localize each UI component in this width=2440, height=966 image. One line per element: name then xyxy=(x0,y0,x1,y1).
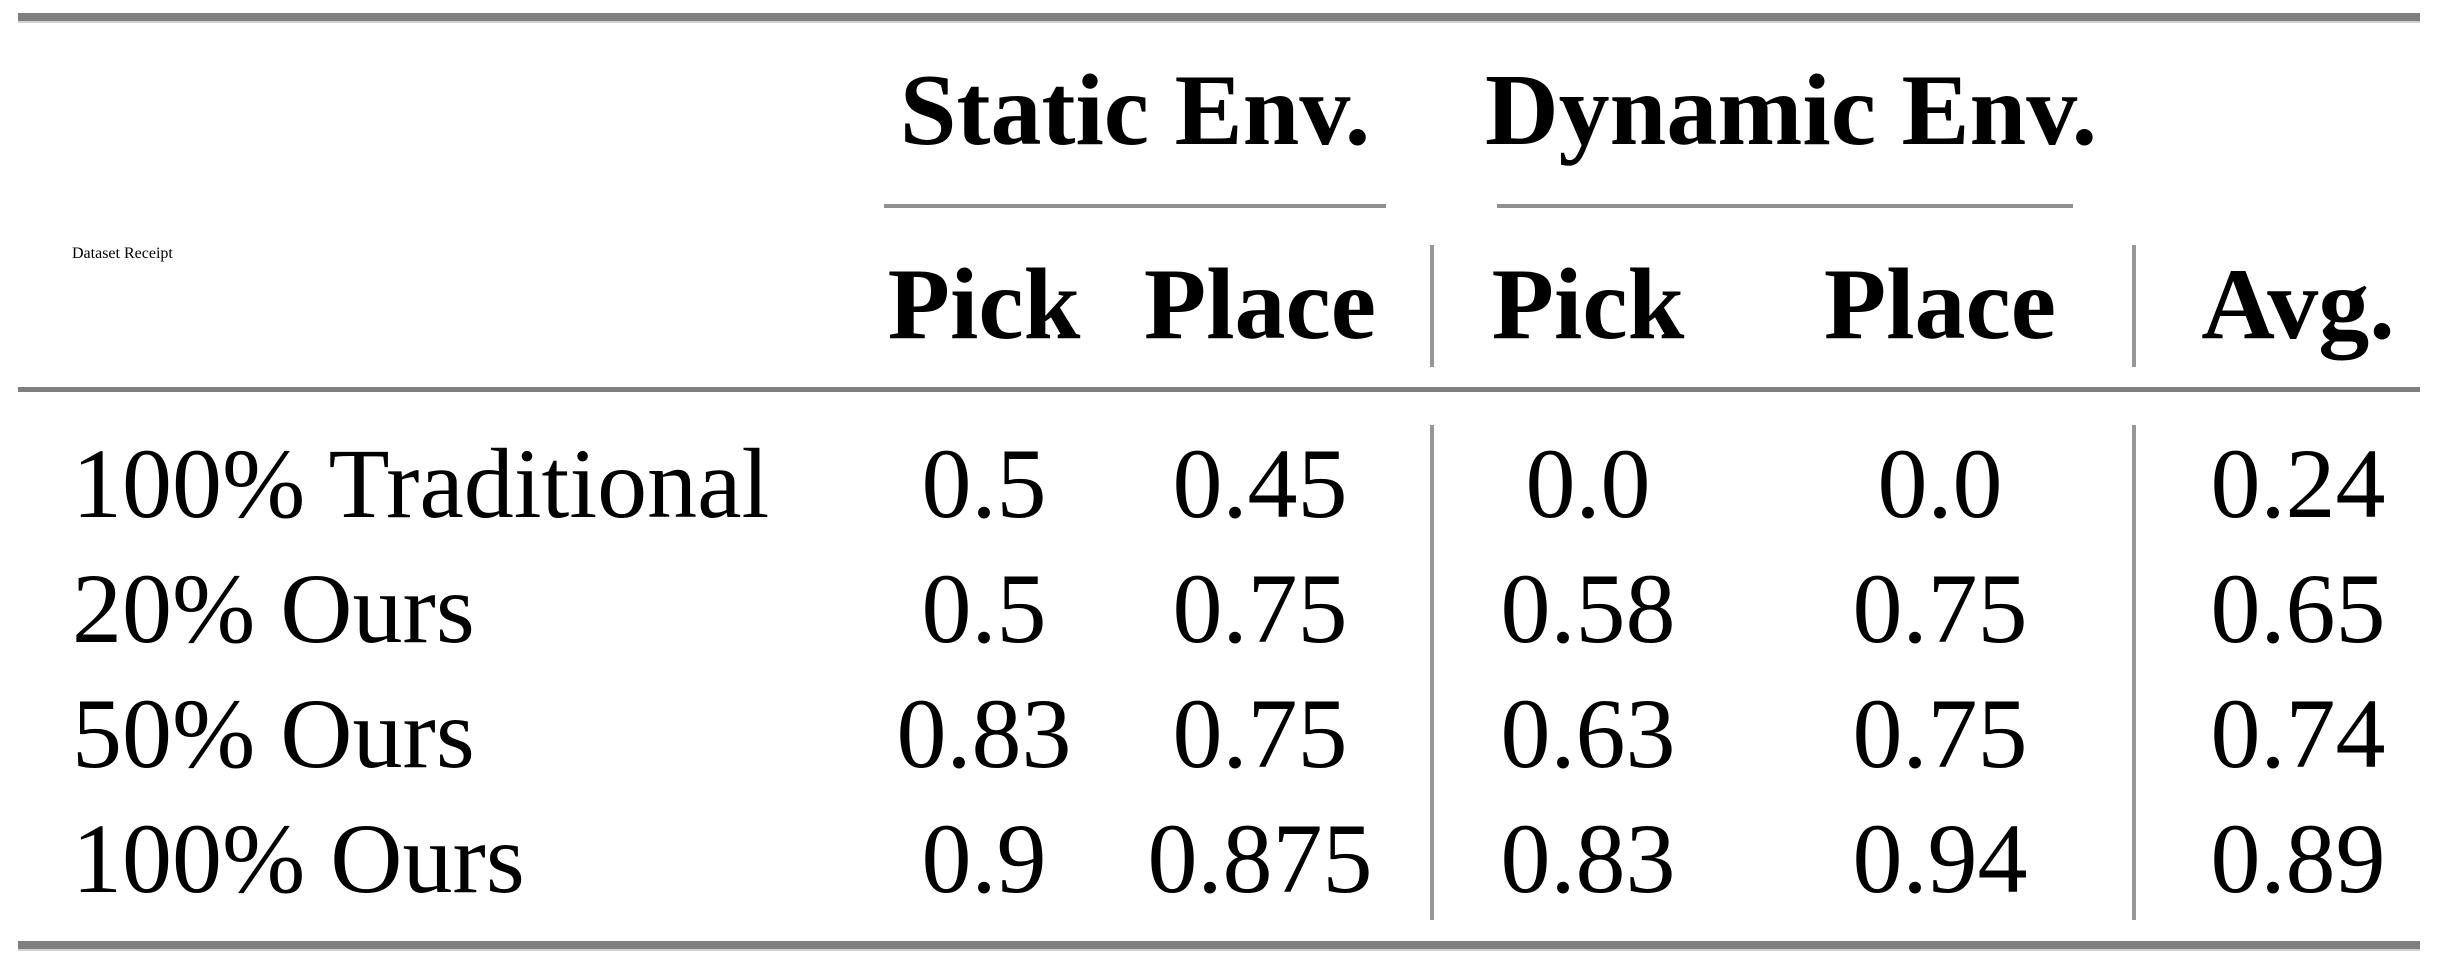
table-bottom-rule xyxy=(18,941,2420,949)
group-header-row: Static Env. Dynamic Env. xyxy=(0,50,2440,172)
cell-static-place: 0.875 xyxy=(1147,803,1373,914)
cell-avg: 0.24 xyxy=(2210,428,2386,539)
cell-dynamic-place: 0.75 xyxy=(1852,678,2028,789)
cell-static-pick: 0.5 xyxy=(921,428,1047,539)
cell-static-place: 0.45 xyxy=(1172,428,1348,539)
cell-dynamic-place: 0.75 xyxy=(1852,553,2028,664)
table-bottom-rule-shadow xyxy=(18,949,2420,951)
vertical-rule-dynamic-avg-body xyxy=(2132,425,2136,920)
cell-avg: 0.89 xyxy=(2210,803,2386,914)
cell-avg: 0.74 xyxy=(2210,678,2386,789)
cell-static-pick: 0.9 xyxy=(921,803,1047,914)
dynamic-env-cmidrule xyxy=(1497,204,2073,208)
cell-static-pick: 0.83 xyxy=(896,678,1072,789)
row-label: 100% Ours xyxy=(72,803,525,914)
col-header-static-place: Place xyxy=(1143,248,1377,361)
static-env-cmidrule xyxy=(884,204,1386,208)
table-top-rule xyxy=(18,13,2420,21)
table-row: 100% Traditional 0.5 0.45 0.0 0.0 0.24 xyxy=(0,421,2440,546)
table-row: 100% Ours 0.9 0.875 0.83 0.94 0.89 xyxy=(0,796,2440,921)
cell-avg: 0.65 xyxy=(2210,553,2386,664)
col-header-static-pick: Pick xyxy=(887,248,1081,361)
table-header-rule xyxy=(18,387,2420,392)
row-label: 50% Ours xyxy=(72,678,475,789)
corner-header-dataset-receipt: Dataset Receipt xyxy=(72,245,173,262)
vertical-rule-dynamic-avg-header xyxy=(2132,245,2136,367)
column-header-row: Dataset Receipt Pick Place Pick Place Av… xyxy=(0,245,2440,365)
col-header-dynamic-pick: Pick xyxy=(1491,248,1685,361)
table-top-rule-shadow xyxy=(18,21,2420,23)
cell-static-place: 0.75 xyxy=(1172,678,1348,789)
group-header-static-env: Static Env. xyxy=(899,54,1371,167)
group-header-dynamic-env: Dynamic Env. xyxy=(1485,54,2098,167)
cell-dynamic-pick: 0.0 xyxy=(1525,428,1651,539)
row-label: 20% Ours xyxy=(72,553,475,664)
cell-dynamic-place: 0.94 xyxy=(1852,803,2028,914)
cell-dynamic-place: 0.0 xyxy=(1877,428,2003,539)
cell-static-place: 0.75 xyxy=(1172,553,1348,664)
cell-dynamic-pick: 0.58 xyxy=(1500,553,1676,664)
table-row: 20% Ours 0.5 0.75 0.58 0.75 0.65 xyxy=(0,546,2440,671)
table-row: 50% Ours 0.83 0.75 0.63 0.75 0.74 xyxy=(0,671,2440,796)
col-header-avg: Avg. xyxy=(2201,248,2395,361)
col-header-dynamic-place: Place xyxy=(1823,248,2057,361)
cell-static-pick: 0.5 xyxy=(921,553,1047,664)
vertical-rule-static-dynamic-header xyxy=(1430,245,1434,367)
row-label: 100% Traditional xyxy=(72,428,770,539)
vertical-rule-static-dynamic-body xyxy=(1430,425,1434,920)
cell-dynamic-pick: 0.83 xyxy=(1500,803,1676,914)
cell-dynamic-pick: 0.63 xyxy=(1500,678,1676,789)
